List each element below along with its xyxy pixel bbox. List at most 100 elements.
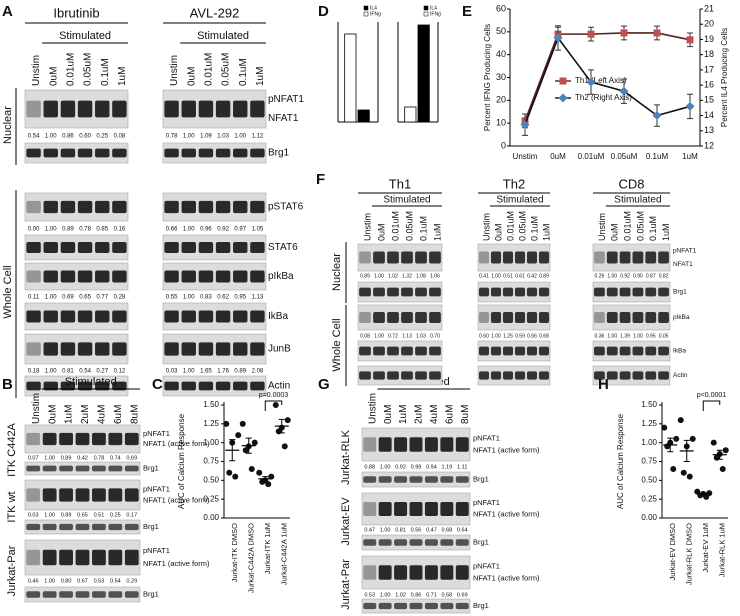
row-label: pNFAT1 <box>268 94 304 105</box>
lane-label: 0.1uM <box>418 216 428 241</box>
blot <box>24 302 129 331</box>
band <box>394 602 408 610</box>
group-title: Ibrutinib <box>53 5 99 20</box>
band <box>92 432 106 446</box>
band <box>124 488 139 502</box>
quant-value: 0.56 <box>411 527 422 533</box>
marker <box>619 86 629 96</box>
band <box>378 476 392 483</box>
band <box>164 270 179 283</box>
band <box>429 312 441 323</box>
stimulated-label: Stimulated <box>383 195 430 206</box>
band <box>215 242 231 253</box>
blot <box>162 302 267 331</box>
y-tick-label: 13 <box>704 125 714 135</box>
lane-label: 0uM <box>493 223 503 241</box>
band <box>359 287 371 297</box>
legend-label: Th2 (Right Axis) <box>575 93 632 102</box>
quant-value: 0.90 <box>633 273 643 279</box>
band <box>415 287 427 297</box>
quant-value: 1.00 <box>374 333 384 339</box>
quant-value: 0.94 <box>426 464 437 470</box>
quant-value: 1.00 <box>374 273 384 279</box>
x-tick-label: 0.01uM <box>578 152 605 161</box>
quant-value: 1.00 <box>45 134 57 140</box>
section-label: Nuclear <box>2 106 14 144</box>
y2-axis-label: Percent IL4 Producing Cells <box>720 28 729 127</box>
band <box>363 539 377 546</box>
band <box>233 270 248 283</box>
data-point <box>284 417 291 424</box>
blot <box>477 281 551 303</box>
band <box>26 591 41 598</box>
lane-label: 2uM <box>80 405 91 424</box>
lane-label: 4uM <box>429 405 440 424</box>
band <box>455 476 469 483</box>
row-label: Actin <box>673 372 688 379</box>
panel-letter: F <box>316 171 325 188</box>
marker <box>652 111 662 121</box>
marker <box>685 101 695 111</box>
legend-swatch <box>423 5 429 11</box>
band <box>60 270 76 283</box>
blot-name: Jurkat-RLK <box>340 429 352 485</box>
quant-value: 1.00 <box>44 512 55 518</box>
quant-value: 0.08 <box>114 134 126 140</box>
band <box>424 501 438 517</box>
band <box>59 465 73 472</box>
band <box>594 346 605 356</box>
x-tick-label: Jurkat-RLK 1uM <box>718 523 727 577</box>
y-tick-label: 14 <box>704 110 714 120</box>
quant-value: 0.67 <box>77 578 88 584</box>
band <box>632 287 644 297</box>
band <box>401 287 413 297</box>
band <box>440 476 454 483</box>
row-label: IkBa <box>673 348 686 355</box>
band <box>363 437 377 452</box>
legend-label: Th1 (Left Axis) <box>575 76 627 85</box>
band <box>429 287 441 297</box>
panel-letter: E <box>462 3 472 20</box>
band <box>455 501 469 517</box>
blot <box>162 192 267 222</box>
quant-value: 1.00 <box>234 134 246 140</box>
band <box>198 242 214 253</box>
lane-label: 0.01uM <box>390 211 400 241</box>
quant-value: 0.60 <box>79 134 91 140</box>
quant-value: 0.89 <box>61 455 72 461</box>
quant-value: 0.46 <box>28 578 39 584</box>
band <box>108 549 123 566</box>
band <box>415 346 427 356</box>
band <box>42 591 57 598</box>
quant-value: 1.39 <box>620 333 630 339</box>
group-title: CD8 <box>618 176 644 191</box>
band <box>373 287 385 297</box>
quant-value: 0.86 <box>62 134 74 140</box>
blot <box>24 192 129 222</box>
quant-value: 0.77 <box>96 295 108 301</box>
band <box>394 565 408 580</box>
band <box>42 465 57 472</box>
band <box>181 270 196 283</box>
band <box>215 310 231 323</box>
y-tick-label: 0.00 <box>203 513 219 522</box>
quant-value: 1.05 <box>252 227 264 233</box>
lane-label: 0uM <box>383 405 394 424</box>
quant-value: 0.25 <box>96 134 108 140</box>
band <box>387 371 399 380</box>
band <box>359 346 371 356</box>
band <box>619 371 631 380</box>
band <box>594 251 605 264</box>
quant-value: 1.00 <box>183 295 195 301</box>
lane-label: Unstim <box>31 55 42 86</box>
quant-value: 0.69 <box>126 455 137 461</box>
y-axis-label: AUC of Calcium Response <box>616 413 625 509</box>
quant-value: 0.51 <box>503 273 513 279</box>
quant-value: 0.81 <box>62 369 74 375</box>
quant-value: 1.65 <box>200 369 212 375</box>
quant-value: 0.41 <box>479 273 489 279</box>
data-point <box>710 439 717 446</box>
quant-value: 1.03 <box>217 134 229 140</box>
quant-value: 0.92 <box>395 464 406 470</box>
lane-label: 1uM <box>64 405 75 424</box>
